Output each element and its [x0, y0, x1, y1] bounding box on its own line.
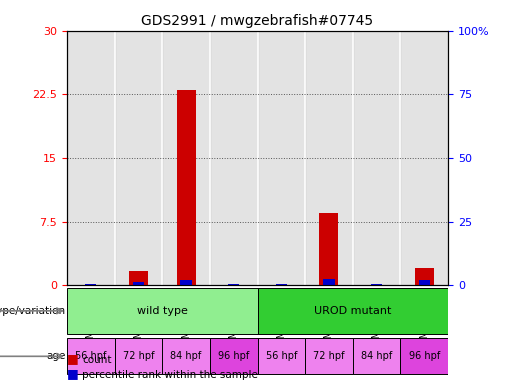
Text: percentile rank within the sample: percentile rank within the sample	[82, 370, 259, 380]
Bar	[305, 31, 353, 285]
Text: wild type: wild type	[137, 306, 187, 316]
Text: 56 hpf: 56 hpf	[266, 351, 297, 361]
Text: 96 hpf: 96 hpf	[218, 351, 249, 361]
FancyBboxPatch shape	[353, 338, 401, 374]
Text: age: age	[47, 351, 66, 361]
Text: 56 hpf: 56 hpf	[75, 351, 107, 361]
FancyBboxPatch shape	[67, 288, 258, 334]
FancyBboxPatch shape	[401, 338, 448, 374]
Text: genotype/variation: genotype/variation	[0, 306, 66, 316]
Text: 72 hpf: 72 hpf	[123, 351, 154, 361]
Bar	[276, 284, 287, 285]
FancyBboxPatch shape	[258, 338, 305, 374]
Bar	[323, 279, 335, 285]
Bar	[228, 284, 239, 285]
FancyBboxPatch shape	[258, 288, 448, 334]
Text: 72 hpf: 72 hpf	[313, 351, 345, 361]
Title: GDS2991 / mwgzebrafish#07745: GDS2991 / mwgzebrafish#07745	[142, 14, 373, 28]
Bar	[114, 31, 162, 285]
Text: 84 hpf: 84 hpf	[361, 351, 392, 361]
Bar	[415, 268, 434, 285]
Bar	[85, 284, 96, 285]
Text: ■: ■	[67, 367, 79, 380]
Bar	[353, 31, 401, 285]
FancyBboxPatch shape	[114, 338, 162, 374]
FancyBboxPatch shape	[67, 338, 114, 374]
Text: 96 hpf: 96 hpf	[408, 351, 440, 361]
Text: UROD mutant: UROD mutant	[314, 306, 391, 316]
FancyBboxPatch shape	[162, 338, 210, 374]
Bar	[162, 31, 210, 285]
FancyBboxPatch shape	[305, 338, 353, 374]
Text: count: count	[82, 355, 112, 365]
Bar	[129, 271, 148, 285]
Bar	[401, 31, 448, 285]
Bar	[180, 280, 192, 285]
Bar	[258, 31, 305, 285]
Bar	[419, 280, 430, 285]
Bar	[133, 281, 144, 285]
Bar	[210, 31, 258, 285]
Bar	[371, 284, 382, 285]
Text: ■: ■	[67, 352, 79, 365]
Bar	[67, 31, 115, 285]
FancyBboxPatch shape	[210, 338, 258, 374]
Bar	[177, 90, 196, 285]
Bar	[319, 213, 338, 285]
Text: 84 hpf: 84 hpf	[170, 351, 202, 361]
